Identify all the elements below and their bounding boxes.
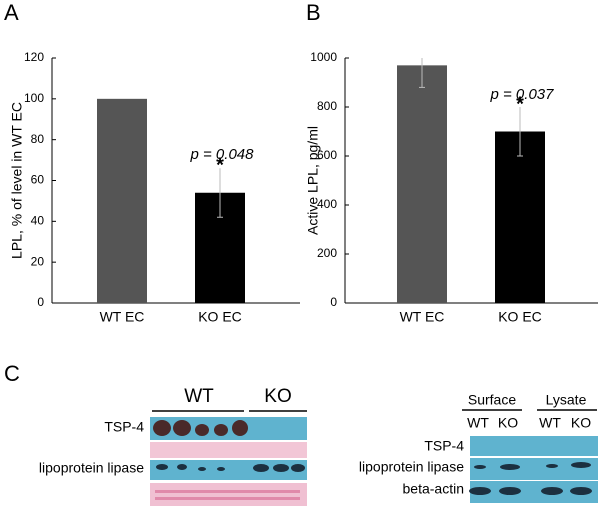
bar (495, 131, 545, 303)
y-axis-label: Active LPL, pg/ml (305, 126, 321, 235)
significance: * (216, 155, 224, 177)
row-label: lipoprotein lipase (359, 459, 464, 475)
y-axis-label: LPL, % of level in WT EC (9, 102, 25, 259)
row-label: TSP-4 (424, 438, 464, 454)
bar (397, 65, 447, 303)
row-label: TSP-4 (104, 419, 144, 435)
x-tick-label: WT EC (100, 309, 145, 325)
group-label: Lysate (546, 392, 587, 408)
row-label: beta-actin (403, 481, 464, 497)
lane-label: KO (498, 415, 518, 431)
y-tick-label: 40 (31, 214, 45, 228)
blot-image (150, 417, 307, 506)
y-tick-label: 400 (317, 197, 337, 211)
y-tick-label: 100 (24, 91, 44, 105)
bar (97, 98, 147, 303)
blot-image (469, 436, 598, 503)
x-tick-label: KO EC (498, 309, 542, 325)
y-tick-label: 80 (31, 132, 45, 146)
y-tick-label: 0 (37, 295, 44, 309)
panel-label: B (306, 0, 321, 25)
row-label: lipoprotein lipase (39, 460, 144, 476)
group-label: Surface (468, 392, 516, 408)
significance: * (516, 93, 524, 115)
lane-label: WT (539, 415, 561, 431)
group-label: WT (184, 386, 214, 407)
y-tick-label: 0 (330, 295, 337, 309)
x-tick-label: KO EC (198, 309, 242, 325)
y-tick-label: 1000 (310, 50, 337, 64)
y-tick-label: 20 (31, 254, 45, 268)
y-tick-label: 600 (317, 148, 337, 162)
lane-label: KO (571, 415, 591, 431)
y-tick-label: 60 (31, 173, 45, 187)
panel-label: C (4, 361, 20, 386)
y-tick-label: 800 (317, 99, 337, 113)
x-tick-label: WT EC (400, 309, 445, 325)
annotation: p = 0.048 (190, 146, 255, 163)
y-tick-label: 120 (24, 50, 44, 64)
group-label: KO (264, 386, 291, 407)
lane-label: WT (467, 415, 489, 431)
annotation: p = 0.037 (490, 86, 555, 103)
y-tick-label: 200 (317, 246, 337, 260)
panel-label: A (4, 0, 19, 25)
